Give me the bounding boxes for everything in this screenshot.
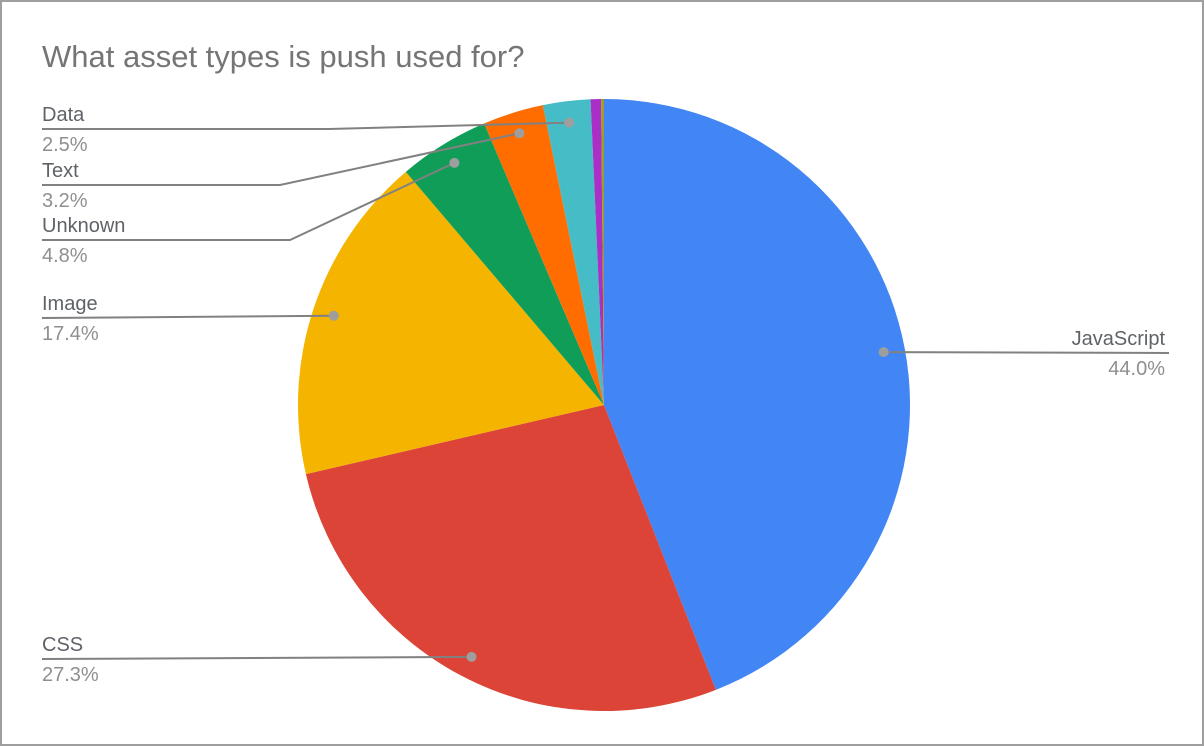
pie-slice-text (484, 105, 604, 406)
callout-css: CSS 27.3% (42, 634, 99, 686)
slice-pct-label: 3.2% (42, 190, 88, 212)
callout-image: Image 17.4% (42, 293, 99, 345)
slice-pct-label: 17.4% (42, 323, 99, 345)
pie-slice-javascript (604, 99, 910, 690)
slice-name-label: Text (42, 160, 79, 182)
slice-pct-label: 4.8% (42, 245, 88, 267)
leader-dot-image (328, 310, 339, 321)
slice-name-label: CSS (42, 634, 84, 656)
callout-data: Data 2.5% (42, 104, 88, 156)
leader-line-text (42, 132, 520, 186)
slice-pct-label: 44.0% (1108, 358, 1165, 380)
slice-name-label: JavaScript (1071, 328, 1165, 350)
slice-pct-label: 2.5% (42, 134, 88, 156)
leader-line-css (41, 655, 472, 660)
leader-line-unknown (42, 161, 455, 241)
leader-line-javascript (883, 351, 1170, 354)
callout-unknown: Unknown 4.8% (42, 215, 125, 267)
leader-dot-data (564, 117, 575, 128)
leader-dot-unknown (449, 157, 460, 168)
pie-slice-css (305, 405, 716, 711)
leader-dot-javascript (878, 347, 889, 358)
slice-pct-label: 27.3% (42, 664, 99, 686)
pie-slice-unlabeled-7 (601, 98, 604, 406)
chart-title: What asset types is push used for? (42, 39, 525, 74)
slice-name-label: Unknown (42, 215, 126, 237)
leader-dot-css (466, 651, 477, 662)
callout-javascript: JavaScript 44.0% (1072, 328, 1165, 380)
leader-dot-text (514, 128, 525, 139)
pie-slice-unlabeled-6 (590, 99, 604, 405)
pie-slice-data (542, 99, 604, 406)
leader-line-data (42, 121, 570, 130)
pie-slice-image (298, 171, 604, 475)
slice-name-label: Data (42, 104, 85, 126)
callout-text: Text 3.2% (42, 160, 88, 212)
pie-slice-unknown (405, 123, 604, 406)
slice-name-label: Image (42, 293, 98, 315)
leader-line-image (41, 314, 334, 319)
